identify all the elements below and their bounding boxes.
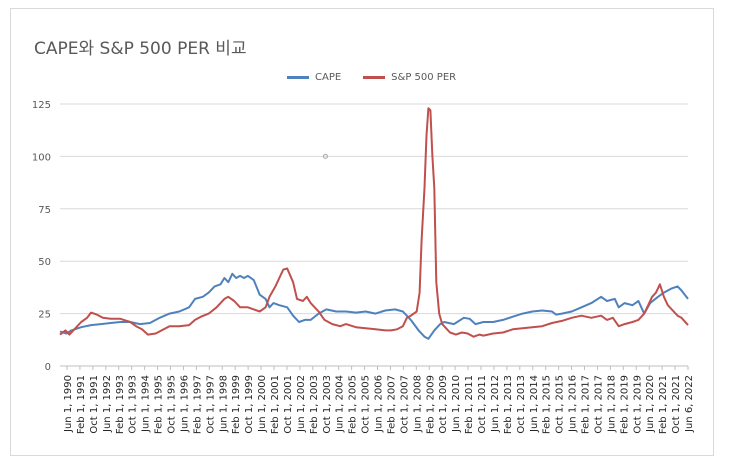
x-tick-label: Oct 1, 1993 <box>128 375 139 434</box>
x-tick-label: Jun 1, 2014 <box>529 375 540 433</box>
x-tick-label: Jun 1, 2002 <box>296 375 307 433</box>
x-tick-label: Oct 1, 2017 <box>593 375 604 434</box>
series-line-per <box>59 107 689 338</box>
y-tick-label: 75 <box>38 205 51 216</box>
x-tick-label: Feb 1, 2007 <box>386 375 397 434</box>
x-tick-label: Jun 1, 2004 <box>335 375 346 433</box>
x-tick-label: Feb 1, 2003 <box>309 375 320 434</box>
legend-item-cape: CAPE <box>287 72 341 83</box>
x-tick-label: Oct 1, 1991 <box>89 375 100 434</box>
x-tick-label: Oct 1, 2019 <box>632 375 643 434</box>
x-tick-label: Jun 1, 2006 <box>374 375 385 433</box>
x-tick-label: Feb 1, 1993 <box>115 375 126 434</box>
x-tick-label: Jun 1, 1992 <box>102 375 113 433</box>
legend-swatch-cape <box>287 76 309 79</box>
x-tick-label: Oct 1, 1995 <box>167 375 178 434</box>
stray-marker <box>322 153 328 159</box>
legend-label-per: S&P 500 PER <box>391 72 457 83</box>
x-tick-label: Feb 1, 2009 <box>425 375 436 434</box>
chart-title: CAPE와 S&P 500 PER 비교 <box>34 39 247 59</box>
x-tick-label: Feb 1, 2021 <box>658 375 669 434</box>
x-tick-label: Oct 1, 2009 <box>438 375 449 434</box>
x-tick-label: Oct 1, 1997 <box>205 375 216 434</box>
x-tick-label: Feb 1, 2015 <box>542 375 553 434</box>
x-tick-label: Oct 1, 2003 <box>322 375 333 434</box>
x-tick-label: Jun 1, 2018 <box>606 375 617 433</box>
x-tick-label: Oct 1, 2015 <box>555 375 566 434</box>
chart-frame <box>10 8 714 456</box>
x-tick-label: Feb 1, 2011 <box>464 375 475 434</box>
x-tick-label: Jun 1, 2020 <box>645 375 656 433</box>
x-tick-label: Oct 1, 2013 <box>516 375 527 434</box>
x-tick-label: Jun 1, 2016 <box>568 375 579 433</box>
x-tick-label: Jun 1, 2010 <box>451 375 462 433</box>
legend-item-per: S&P 500 PER <box>363 72 456 83</box>
x-tick-label: Feb 1, 2019 <box>619 375 630 434</box>
x-tick-label: Feb 1, 2001 <box>270 375 281 434</box>
x-tick-label: Feb 1, 1999 <box>231 375 242 434</box>
x-tick-label: Jun 1, 2008 <box>412 375 423 433</box>
x-tick-label: Oct 1, 1999 <box>244 375 255 434</box>
y-tick-label: 25 <box>38 310 51 321</box>
y-tick-label: 50 <box>38 257 51 268</box>
x-tick-label: Oct 1, 2021 <box>671 375 682 434</box>
series-line-cape <box>59 272 689 340</box>
x-tick-label: Jun 6, 2022 <box>684 375 695 433</box>
x-tick-label: Feb 1, 2013 <box>503 375 514 434</box>
x-tick-label: Jun 1, 1998 <box>218 375 229 433</box>
chart-legend: CAPE S&P 500 PER <box>287 72 456 83</box>
x-tick-label: Jun 1, 2012 <box>490 375 501 433</box>
legend-label-cape: CAPE <box>315 72 342 83</box>
x-tick-label: Oct 1, 2005 <box>361 375 372 434</box>
x-tick-label: Feb 1, 2017 <box>581 375 592 434</box>
x-tick-label: Jun 1, 1994 <box>141 375 152 433</box>
x-tick-label: Jun 1, 1996 <box>179 375 190 433</box>
x-tick-label: Feb 1, 1991 <box>76 375 87 434</box>
x-tick-label: Jun 1, 1990 <box>63 375 74 433</box>
x-tick-label: Oct 1, 2001 <box>283 375 294 434</box>
x-tick-label: Feb 1, 1997 <box>192 375 203 434</box>
x-tick-label: Oct 1, 2011 <box>477 375 488 434</box>
x-tick-label: Oct 1, 2007 <box>399 375 410 434</box>
y-tick-label: 0 <box>45 362 51 373</box>
y-tick-label: 125 <box>32 100 51 111</box>
x-tick-label: Feb 1, 2005 <box>348 375 359 434</box>
legend-swatch-per <box>363 76 386 79</box>
x-tick-label: Jun 1, 2000 <box>257 375 268 433</box>
x-tick-label: Feb 1, 1995 <box>154 375 165 434</box>
y-tick-label: 100 <box>32 152 51 163</box>
